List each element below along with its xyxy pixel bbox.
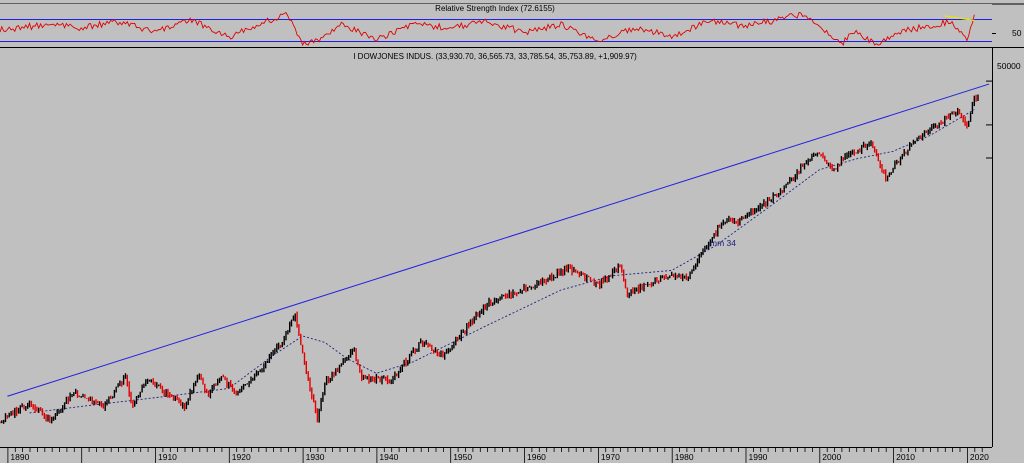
x-tick-label: 1940 bbox=[379, 452, 398, 462]
price-axis-label-50000: 50000 bbox=[997, 61, 1021, 71]
x-tick-label: 1920 bbox=[232, 452, 251, 462]
rsi-axis-label-50: 50 bbox=[1012, 28, 1022, 38]
moving-average-label: mm 34 bbox=[710, 238, 736, 248]
x-tick-label: 1990 bbox=[749, 452, 768, 462]
x-tick-label: 2010 bbox=[896, 452, 915, 462]
x-axis-ticks: 1890 1910 1920 1930 1940 1950 1960 1970 1980 1990… bbox=[7, 448, 989, 463]
rsi-title: Relative Strength Index (72.6155) bbox=[435, 4, 555, 13]
price-bars bbox=[0, 94, 979, 424]
x-tick-label: 1910 bbox=[158, 452, 177, 462]
x-tick-label: 1960 bbox=[527, 452, 546, 462]
price-title: I DOWJONES INDUS. (33,930.70, 36,565.73,… bbox=[353, 52, 637, 61]
price-y-ticks bbox=[986, 80, 992, 159]
rsi-series-line bbox=[0, 11, 975, 47]
x-tick-label: 1970 bbox=[601, 452, 620, 462]
x-tick-label: 1930 bbox=[306, 452, 325, 462]
x-tick-label: 1890 bbox=[10, 452, 29, 462]
x-tick-label: 2000 bbox=[822, 452, 841, 462]
x-tick-label: 1950 bbox=[453, 452, 472, 462]
price-panel: I DOWJONES INDUS. (33,930.70, 36,565.73,… bbox=[0, 48, 1021, 463]
x-tick-label: 2020 bbox=[970, 452, 989, 462]
x-tick-label: 1980 bbox=[675, 452, 694, 462]
rsi-plot-area bbox=[0, 4, 992, 46]
moving-average-line bbox=[29, 109, 975, 414]
rsi-panel: Relative Strength Index (72.6155) 50 bbox=[0, 3, 1024, 48]
rsi-trendline bbox=[944, 15, 975, 21]
price-trendline bbox=[7, 83, 990, 397]
